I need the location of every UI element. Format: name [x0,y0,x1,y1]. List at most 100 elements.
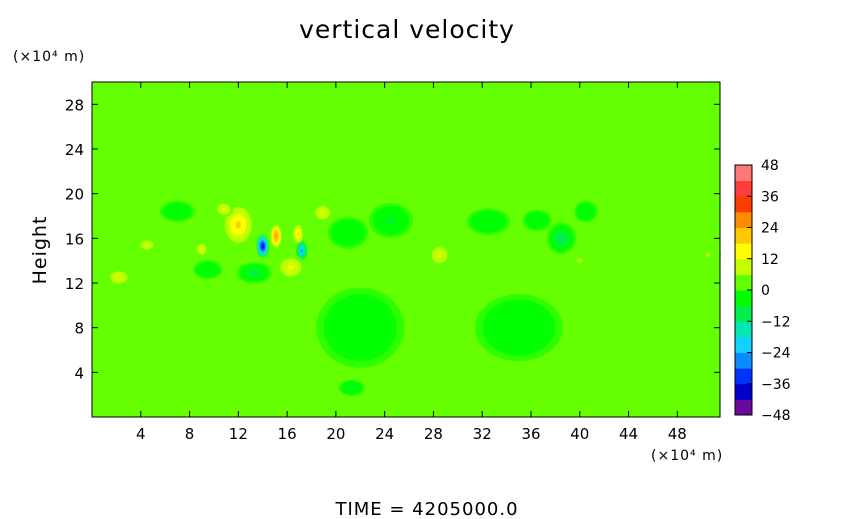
field-contour [300,248,303,253]
field-contour [387,217,395,224]
y-axis-ticks: 4 8 12 16 20 24 28 [65,96,720,382]
field-contour [467,381,473,386]
y-tick-label: 8 [74,320,84,338]
colorbar-segment [735,180,752,197]
x-tick-label: 36 [521,425,540,443]
colorbar-tick-label: −48 [761,408,791,424]
colorbar-segment [735,383,752,400]
field-contour [297,232,300,236]
field-feature [307,199,338,227]
field-contour [511,322,527,334]
y-tick-label: 16 [65,230,84,248]
field-feature [474,294,563,362]
field-feature [522,209,552,232]
field-feature [269,222,283,250]
colorbar-tick-label: −24 [761,346,791,362]
x-tick-label: 28 [424,425,443,443]
field-contour [143,242,151,248]
colorbar-segment [735,368,752,385]
field-contour [576,258,583,263]
field-contour [221,207,226,211]
x-tick-label: 40 [570,425,589,443]
colorbar-tick-label: −12 [761,314,791,330]
field-contour [559,235,564,242]
field-feature [694,241,721,269]
field-contour [534,218,540,223]
field-contour [275,233,278,239]
y-tick-label: 4 [74,364,84,382]
velocity-field [101,199,721,397]
colorbar-segment [735,243,752,260]
time-label: TIME = 4205000.0 [334,499,518,519]
x-tick-label: 16 [278,425,297,443]
field-feature [338,379,365,397]
field-contour [251,271,258,275]
field-contour [484,219,492,224]
colorbar-segment [735,399,752,416]
x-tick-label: 44 [619,425,638,443]
field-feature [466,208,511,235]
colorbar-segment [735,196,752,213]
field-contour [205,268,211,272]
colorbar: 48 36 24 12 0 −12 −24 −36 −48 [734,158,791,424]
field-feature [193,260,223,279]
colorbar-tick-label: 48 [761,158,779,174]
colorbar-segment [735,336,752,353]
field-feature [101,265,137,290]
field-feature [159,200,195,223]
field-contour [320,210,325,215]
y-tick-label: 28 [65,96,84,114]
field-contour [288,265,294,270]
field-feature [149,240,194,273]
colorbar-segment [735,305,752,322]
field-contour [174,209,181,214]
field-feature [213,201,234,218]
chart-title: vertical velocity [299,15,515,44]
y-tick-label: 12 [65,275,84,293]
x-axis-ticks: 4 8 12 16 20 24 28 32 36 40 44 48 [136,82,687,443]
field-feature [292,223,304,245]
colorbar-tick-label: 36 [761,189,779,205]
x-tick-label: 24 [375,425,394,443]
x-tick-label: 4 [136,425,146,443]
field-feature [562,247,598,275]
field-contour [583,209,588,214]
field-contour [349,386,354,390]
field-feature [327,216,369,249]
field-feature [133,327,222,395]
colorbar-segment [735,321,752,338]
field-feature [368,203,413,238]
field-feature [274,253,307,281]
colorbar-segment [735,274,752,291]
x-unit-label: (×10⁴ m) [651,448,723,464]
field-contour [630,235,639,242]
colorbar-tick-label: −36 [761,377,791,393]
y-unit-label: (×10⁴ m) [13,49,85,65]
plot-area [91,81,721,418]
field-feature [222,203,255,247]
x-tick-label: 12 [229,425,248,443]
field-contour [235,221,242,229]
field-feature [187,233,217,266]
colorbar-tick-label: 24 [761,221,779,237]
x-tick-label: 20 [326,425,345,443]
field-contour [170,355,185,367]
field-feature [546,222,577,255]
colorbar-segment [735,227,752,244]
plot-frame [91,81,721,418]
field-contour [705,252,711,258]
field-feature [236,262,272,284]
field-feature [452,372,488,395]
field-contour [344,230,352,236]
field-feature [256,234,270,259]
field-feature [316,287,405,368]
field-feature [612,222,657,255]
field-feature [574,200,598,223]
x-tick-label: 48 [668,425,687,443]
field-contour [199,246,205,253]
field-contour [435,251,444,260]
field-contour [167,253,175,259]
field-feature [416,230,463,280]
colorbar-segment [735,290,752,307]
colorbar-segment [735,211,752,228]
